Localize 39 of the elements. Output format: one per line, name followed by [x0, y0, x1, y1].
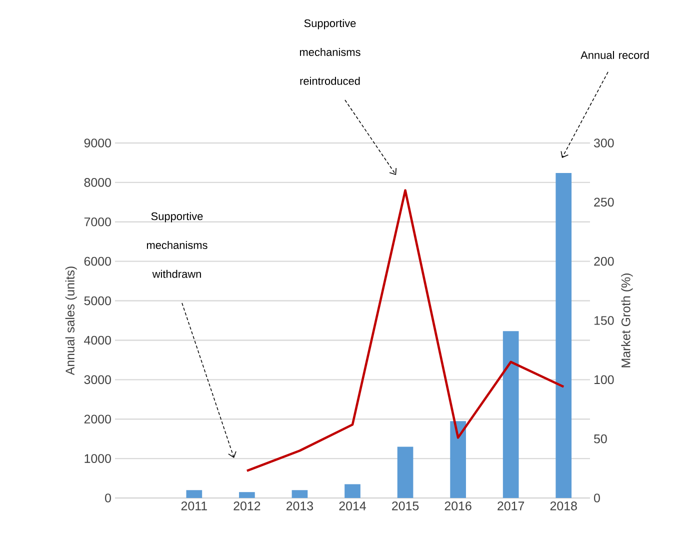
y2-tick-label: 200: [594, 256, 614, 266]
x-tick-label: 2016: [444, 502, 472, 510]
x-tick-label: 2017: [498, 502, 524, 510]
y-tick-label: 7000: [84, 217, 111, 226]
y2-tick-label: 150: [594, 316, 614, 325]
y-tick-label: 1000: [84, 454, 111, 463]
y2-tick-label: 300: [594, 138, 614, 148]
y2-tick-label: 0: [594, 494, 600, 502]
y-axis-title: Annual sales (units): [65, 266, 77, 376]
x-tick-label: 2011: [181, 502, 207, 510]
y-tick-label: 4000: [84, 336, 111, 345]
bar: [397, 446, 414, 498]
x-tick-label: 2014: [339, 502, 366, 510]
bar: [186, 490, 202, 498]
bar: [292, 490, 308, 498]
y2-tick-label: 250: [594, 198, 614, 207]
bar: [344, 484, 360, 498]
text: Supportive mechanisms reintroduced: [300, 19, 360, 85]
y-tick-label: 6000: [84, 256, 111, 266]
y2-tick-label: 50: [594, 434, 607, 444]
y-tick-label: 2000: [84, 414, 111, 424]
line-series: [246, 189, 565, 472]
x-tick-label: 2015: [392, 502, 419, 510]
y-tick-label: 8000: [84, 178, 111, 187]
text: Annual record: [580, 50, 649, 60]
y-tick-label: 0: [105, 494, 111, 502]
x-tick-label: 2012: [234, 502, 260, 510]
bar: [502, 331, 519, 498]
y-tick-label: 9000: [84, 138, 111, 148]
x-tick-label: 2013: [286, 502, 314, 510]
y2-tick-label: 100: [594, 375, 614, 384]
bar: [450, 421, 466, 498]
y2-axis-title: Market Groth (%): [621, 274, 633, 368]
bar: [556, 172, 572, 498]
y-tick-label: 3000: [84, 375, 111, 384]
text: Supportive mechanisms withdrawn: [146, 212, 208, 278]
x-tick-label: 2018: [550, 502, 577, 510]
y-tick-label: 5000: [84, 296, 111, 306]
bar: [239, 492, 255, 498]
